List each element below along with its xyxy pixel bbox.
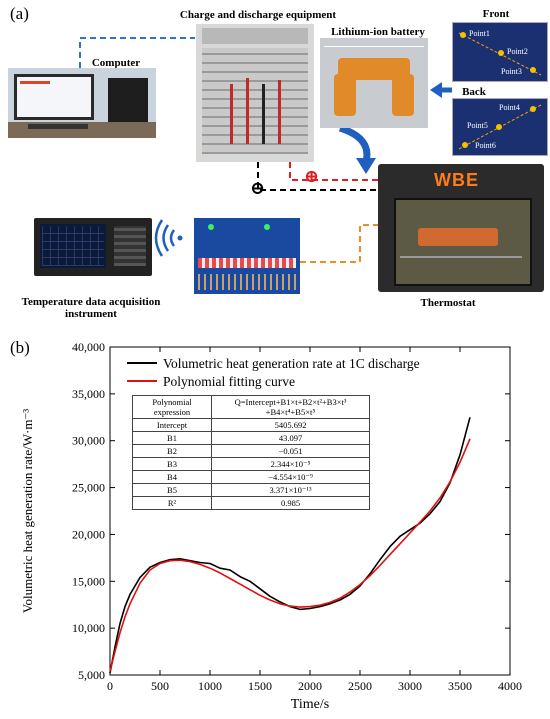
link-thermostat-acquisition	[300, 224, 380, 263]
point-dot	[498, 50, 504, 56]
point-dot	[530, 106, 536, 112]
table-row: B2 −0.051	[132, 444, 370, 458]
table-cell: 3.371×10⁻¹³	[211, 483, 370, 497]
point-label: Point3	[501, 67, 522, 76]
x-tick-label: 3500	[448, 679, 472, 693]
x-tick-label: 500	[151, 679, 169, 693]
label-back: Back	[462, 86, 486, 98]
x-tick-label: 1500	[248, 679, 272, 693]
panel-a-letter: (a)	[10, 4, 29, 23]
x-axis-label: Time/s	[291, 697, 329, 712]
arrow-battery-thermostat	[338, 124, 371, 163]
point-dot	[530, 67, 536, 73]
y-axis-label: Volumetric heat generation rate/W·m⁻³	[20, 409, 35, 613]
label-charge-equipment: Charge and discharge equipment	[179, 9, 337, 21]
table-row: B5 3.371×10⁻¹³	[132, 483, 370, 497]
legend-label: Volumetric heat generation rate at 1C di…	[163, 356, 420, 371]
table-cell: Polynomial expression	[132, 395, 212, 419]
x-tick-label: 2000	[298, 679, 322, 693]
table-row: Intercept 5405.692	[132, 418, 370, 432]
charge-equipment-photo	[196, 24, 314, 162]
table-row: R² 0.985	[132, 496, 370, 510]
computer-photo	[8, 68, 156, 138]
table-cell: 2.344×10⁻⁵	[211, 457, 370, 471]
label-battery: Lithium-ion battery	[331, 26, 425, 38]
heat-generation-chart: 0 500 1000 1500 2000 2500 3000 3500 4000 5,000 10,…	[20, 340, 522, 712]
wireless-icon	[154, 219, 176, 257]
table-cell: −0.051	[211, 444, 370, 458]
series-line-1	[109, 417, 471, 674]
y-tick-label: 5,000	[78, 668, 105, 682]
table-cell: B2	[132, 444, 212, 458]
battery-back-panel: Point4 Point5 Point6	[452, 98, 548, 156]
table-cell: 0.985	[211, 496, 370, 510]
y-tick-label: 35,000	[72, 387, 105, 401]
y-tick-label: 30,000	[72, 434, 105, 448]
point-label: Point1	[469, 29, 490, 38]
panel-a-connections	[79, 37, 452, 263]
point-label: Point4	[499, 103, 520, 112]
y-tick-label: 15,000	[72, 574, 105, 588]
legend-label: Polynomial fitting curve	[163, 374, 295, 389]
link-positive	[289, 162, 380, 181]
point-label: Point6	[475, 141, 496, 150]
battery-photo	[320, 38, 428, 128]
label-computer: Computer	[91, 57, 141, 69]
point-dot	[462, 142, 468, 148]
point-label: Point2	[507, 47, 528, 56]
battery-front-panel: Point1 Point2 Point3	[452, 22, 548, 82]
point-label: Point5	[467, 121, 488, 130]
table-row: Polynomial expression Q=Intercept+B1×t+B…	[132, 395, 370, 419]
table-row: B1 43.097	[132, 431, 370, 445]
y-tick-label: 25,000	[72, 481, 105, 495]
table-cell: B5	[132, 483, 212, 497]
temperature-instrument-photo	[34, 218, 152, 276]
thermostat-photo: WBE	[378, 164, 544, 292]
point-dot	[496, 124, 502, 130]
label-front: Front	[482, 8, 510, 20]
x-tick-label: 2500	[348, 679, 372, 693]
table-cell: Intercept	[132, 418, 212, 432]
x-tick-label: 1000	[198, 679, 222, 693]
label-thermostat: Thermostat	[420, 297, 476, 309]
table-cell: B4	[132, 470, 212, 484]
y-tick-label: 40,000	[72, 340, 105, 354]
y-tick-label: 20,000	[72, 527, 105, 541]
table-cell: B1	[132, 431, 212, 445]
acquisition-board-photo	[194, 218, 300, 294]
table-cell: −4.554×10⁻⁹	[211, 470, 370, 484]
panel-b-letter: (b)	[10, 338, 30, 357]
table-cell: 43.097	[211, 431, 370, 445]
plus-symbol: ⊕	[304, 166, 320, 186]
table-cell: R²	[132, 496, 212, 510]
minus-symbol: ⊖	[250, 178, 266, 198]
series-line-2	[109, 438, 471, 672]
point-dot	[460, 32, 466, 38]
oven-brand: WBE	[434, 170, 479, 190]
link-computer-equipment	[79, 37, 195, 68]
table-row: B4 −4.554×10⁻⁹	[132, 470, 370, 484]
table-cell: 5405.692	[211, 418, 370, 432]
table-cell: B3	[132, 457, 212, 471]
table-cell: Q=Intercept+B1×t+B2×t²+B3×t³ +B4×t⁴+B5×t…	[211, 395, 370, 419]
y-tick-label: 10,000	[72, 621, 105, 635]
table-row: B3 2.344×10⁻⁵	[132, 457, 370, 471]
x-tick-label: 0	[107, 679, 113, 693]
x-tick-label: 3000	[398, 679, 422, 693]
label-temp-instrument: Temperature data acquisition instrument	[21, 296, 161, 320]
x-tick-label: 4000	[498, 679, 522, 693]
polynomial-table: Polynomial expression Q=Intercept+B1×t+B…	[132, 395, 370, 510]
